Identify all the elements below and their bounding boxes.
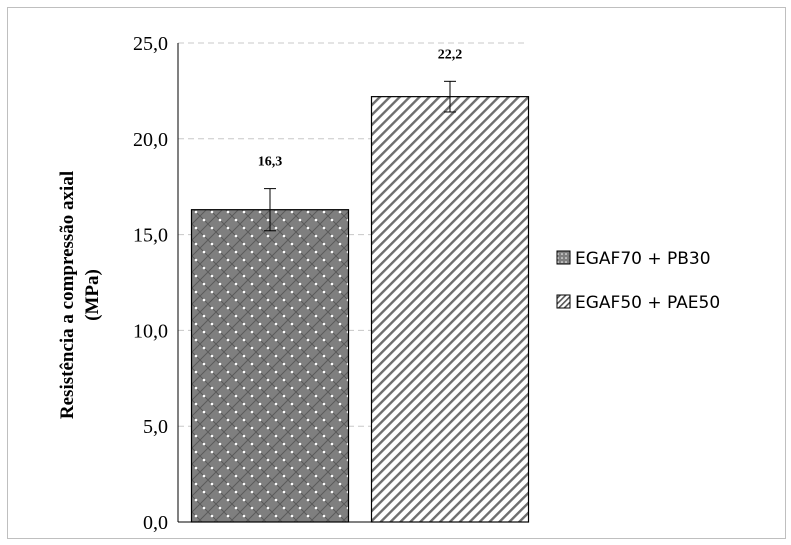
- data-labels: 16,3 22,2: [258, 47, 463, 169]
- data-label: 16,3: [258, 155, 283, 170]
- legend-label: EGAF50 + PAE50: [575, 293, 720, 313]
- legend-swatch: [556, 294, 571, 309]
- y-tick-label: 10,0: [133, 320, 168, 342]
- bar: [370, 96, 530, 523]
- y-tick-labels: 0,0 5,0 10,0 15,0 20,0 25,0: [133, 33, 168, 534]
- legend: EGAF70 + PB30 EGAF50 + PAE50: [556, 249, 720, 313]
- y-axis-title: Resistência a compressão axial (MPa): [57, 171, 103, 419]
- y-tick-label: 0,0: [143, 512, 168, 534]
- y-tick-label: 20,0: [133, 129, 168, 151]
- y-axis-title-line2: (MPa): [82, 269, 103, 321]
- legend-label: EGAF70 + PB30: [575, 249, 711, 269]
- data-label: 22,2: [438, 47, 463, 62]
- y-tick-label: 15,0: [133, 225, 168, 247]
- axes: [177, 43, 528, 523]
- y-tick-label: 25,0: [133, 33, 168, 55]
- y-axis-title-line1: Resistência a compressão axial: [57, 171, 78, 419]
- legend-swatch: [556, 250, 571, 265]
- bars: [190, 80, 530, 523]
- bar: [190, 209, 350, 523]
- y-tick-label: 5,0: [143, 416, 168, 438]
